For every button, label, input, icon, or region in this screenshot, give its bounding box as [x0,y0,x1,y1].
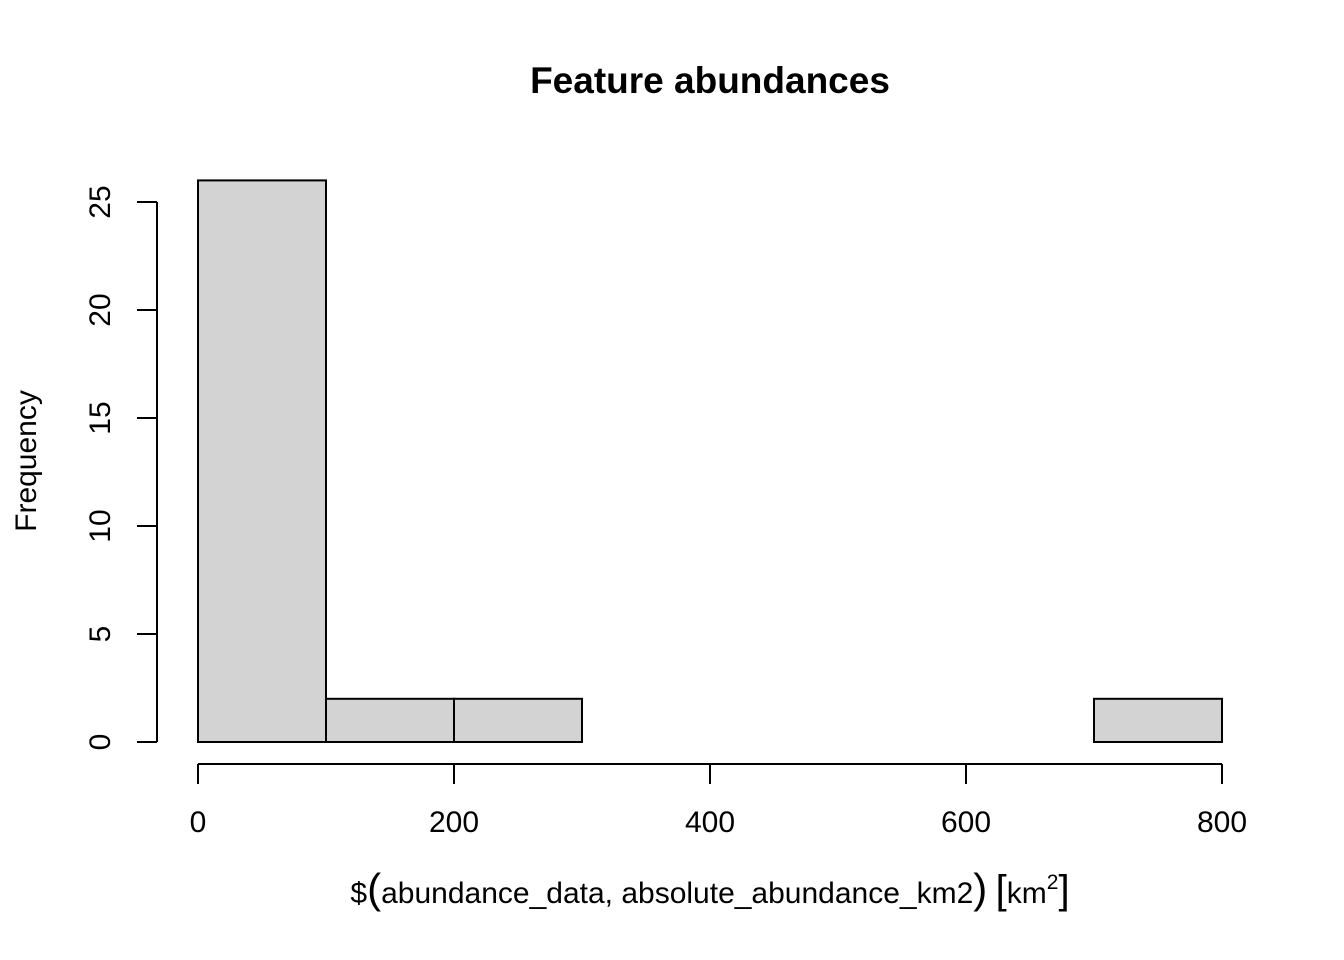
x-axis-label-unit: km [1007,877,1047,910]
histogram-bar-0 [197,179,327,743]
histogram-bar-1 [325,697,455,743]
x-axis-label-close-paren: ) [973,865,987,912]
x-axis-ticks: 0 200 400 600 800 [190,764,1247,839]
x-axis: 0 200 400 600 800 [190,763,1247,839]
x-axis-label-args: abundance_data, absolute_abundance_km2 [381,877,973,910]
x-tick-label-200: 200 [429,806,479,839]
x-axis-label-prefix: $ [350,877,367,910]
x-tick-label-600: 600 [941,806,991,839]
x-tick-label-800: 800 [1197,806,1247,839]
y-axis-ticks: 0 5 10 15 20 25 [84,185,157,750]
x-tick-label-0: 0 [190,806,207,839]
y-tick-label-5: 5 [84,626,117,643]
y-tick-label-0: 0 [84,734,117,751]
histogram-bars [197,179,1223,743]
y-tick-label-10: 10 [84,509,117,542]
y-tick-label-15: 15 [84,401,117,434]
x-axis-label-open-bracket: [ [996,868,1007,912]
x-axis-label-close-bracket: ] [1058,868,1069,912]
y-tick-label-20: 20 [84,293,117,326]
histogram-bar-7 [1093,697,1223,743]
y-axis: 0 5 10 15 20 25 [84,185,158,750]
x-tick-label-400: 400 [685,806,735,839]
y-tick-label-25: 25 [84,185,117,218]
x-axis-label-open-paren: ( [367,865,381,912]
x-axis-label-unit-power: 2 [1047,871,1059,894]
x-axis-label: $(abundance_data, absolute_abundance_km2… [350,865,1069,912]
y-axis-label: Frequency [10,390,43,532]
histogram-bar-2 [453,697,583,743]
chart-title: Feature abundances [530,60,890,101]
